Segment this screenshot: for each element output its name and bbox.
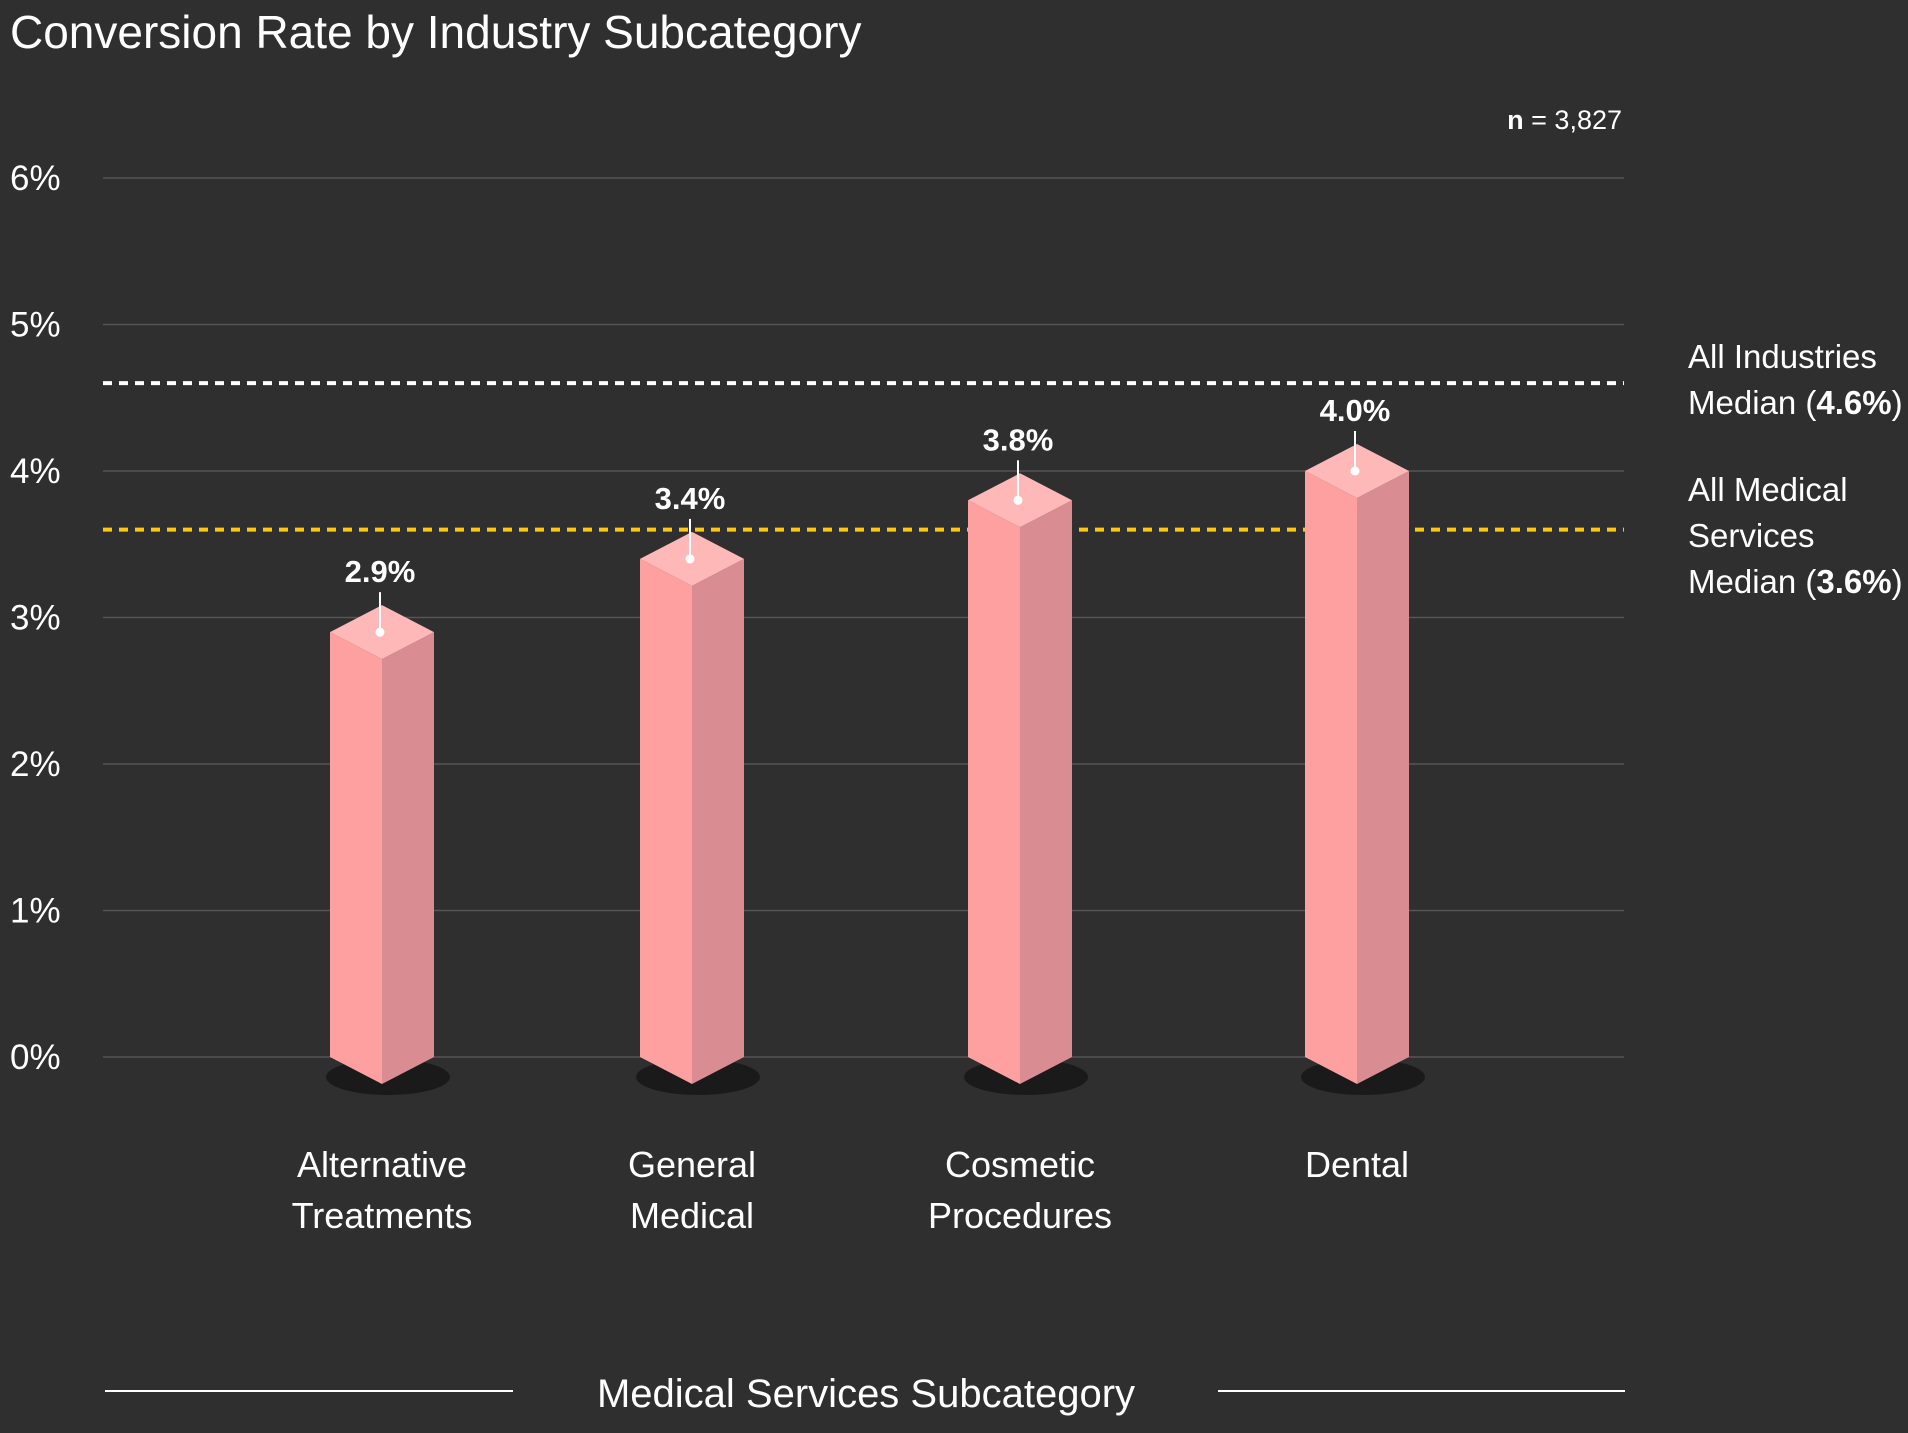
value-dot — [375, 627, 385, 637]
bar-face-left — [1305, 471, 1357, 1084]
bar-face-left — [968, 500, 1020, 1084]
y-tick-label: 4% — [10, 452, 61, 491]
sample-size-value: 3,827 — [1554, 105, 1622, 135]
y-axis-ticks: 0% 1% 2% 3% 4% 5% 6% — [10, 159, 61, 1077]
sample-size-key: n — [1507, 105, 1524, 135]
reference-line-label: All Medical Services Median (3.6%) — [1688, 471, 1903, 600]
bar — [964, 473, 1088, 1095]
value-dot — [1013, 495, 1023, 505]
y-tick-label: 2% — [10, 745, 61, 784]
value-dot — [685, 554, 695, 564]
bars — [326, 444, 1425, 1095]
bar-face-left — [640, 558, 692, 1084]
y-tick-label: 0% — [10, 1038, 61, 1077]
y-tick-label: 3% — [10, 599, 61, 638]
sample-size-label: n = 3,827 — [1507, 105, 1622, 135]
bar-face-right — [1357, 471, 1409, 1084]
y-tick-label: 6% — [10, 159, 61, 198]
value-dot — [1350, 466, 1360, 476]
bar — [1301, 444, 1425, 1095]
reference-line-labels: All Industries Median (4.6%) All Medical Se… — [1688, 338, 1903, 600]
category-labels: Alternative Treatments General Medical Cosme… — [292, 1144, 1409, 1236]
bar-face-right — [692, 558, 744, 1084]
value-label: 3.4% — [655, 481, 726, 516]
x-axis-title: Medical Services Subcategory — [597, 1372, 1135, 1416]
category-label: Alternative Treatments — [292, 1144, 473, 1236]
y-tick-label: 1% — [10, 892, 61, 931]
y-tick-label: 5% — [10, 306, 61, 345]
bar-face-right — [1020, 500, 1072, 1084]
bar-face-left — [330, 632, 382, 1084]
bar — [326, 605, 450, 1095]
value-label: 2.9% — [345, 554, 416, 589]
value-labels: 2.9% 3.4% 3.8% 4.0% — [345, 393, 1391, 637]
bar — [636, 531, 760, 1095]
category-label: General Medical — [628, 1144, 756, 1236]
value-label: 3.8% — [983, 422, 1054, 457]
bar-face-right — [382, 632, 434, 1084]
reference-line-label: All Industries Median (4.6%) — [1688, 338, 1903, 421]
category-label: Dental — [1305, 1144, 1409, 1185]
value-label: 4.0% — [1320, 393, 1391, 428]
category-label: Cosmetic Procedures — [928, 1144, 1112, 1236]
chart-title: Conversion Rate by Industry Subcategory — [10, 6, 861, 58]
